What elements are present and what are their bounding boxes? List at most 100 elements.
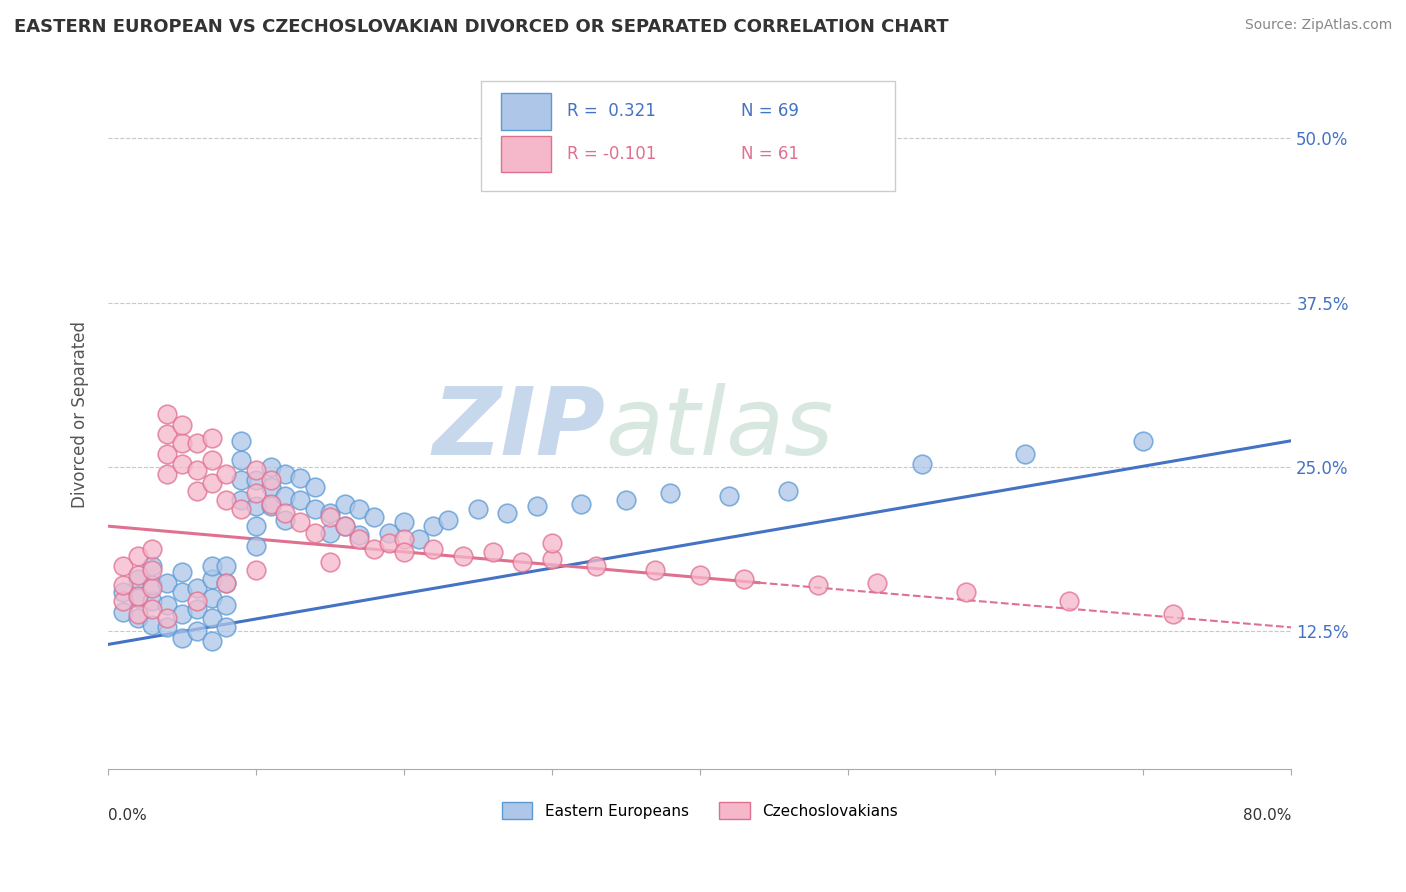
Point xyxy=(200,431,222,445)
Point xyxy=(229,453,252,467)
Point xyxy=(363,510,385,524)
Point xyxy=(392,545,415,559)
Point xyxy=(644,562,666,576)
Point xyxy=(156,467,179,481)
Point xyxy=(496,506,519,520)
Point xyxy=(319,510,342,524)
Point xyxy=(170,631,193,645)
Point xyxy=(229,434,252,448)
Point xyxy=(807,578,830,592)
Point xyxy=(141,578,163,592)
Point xyxy=(141,617,163,632)
Point xyxy=(304,502,326,516)
Point xyxy=(170,417,193,432)
Point xyxy=(200,558,222,573)
Point xyxy=(718,489,741,503)
Point xyxy=(127,611,149,625)
Point xyxy=(689,567,711,582)
Text: N = 69: N = 69 xyxy=(741,103,799,120)
Point xyxy=(186,463,208,477)
Point xyxy=(733,572,755,586)
Point xyxy=(1161,607,1184,622)
Text: ZIP: ZIP xyxy=(432,383,605,475)
Point xyxy=(215,598,238,612)
Text: atlas: atlas xyxy=(605,384,834,475)
Point xyxy=(260,473,283,487)
Point xyxy=(392,515,415,529)
Point xyxy=(141,594,163,608)
Point xyxy=(170,585,193,599)
Point xyxy=(1132,434,1154,448)
Point xyxy=(245,463,267,477)
Point xyxy=(200,475,222,490)
Point xyxy=(245,519,267,533)
Text: 80.0%: 80.0% xyxy=(1243,808,1291,823)
Point xyxy=(304,480,326,494)
Point xyxy=(156,575,179,590)
Point xyxy=(186,624,208,639)
Point xyxy=(215,467,238,481)
Point xyxy=(245,473,267,487)
Point xyxy=(156,598,179,612)
Point xyxy=(156,447,179,461)
Point xyxy=(778,483,800,498)
Text: Source: ZipAtlas.com: Source: ZipAtlas.com xyxy=(1244,18,1392,32)
Point xyxy=(349,533,371,547)
Text: R = -0.101: R = -0.101 xyxy=(567,145,657,163)
Point xyxy=(260,480,283,494)
Point xyxy=(215,620,238,634)
Point xyxy=(510,555,533,569)
Point xyxy=(200,633,222,648)
Point xyxy=(141,558,163,573)
Point xyxy=(363,541,385,556)
Point xyxy=(245,486,267,500)
Point xyxy=(422,519,444,533)
Point xyxy=(274,506,297,520)
FancyBboxPatch shape xyxy=(501,93,551,130)
Point xyxy=(200,611,222,625)
Point xyxy=(111,605,134,619)
Text: R =  0.321: R = 0.321 xyxy=(567,103,657,120)
Point xyxy=(200,453,222,467)
Point xyxy=(540,552,562,566)
Point xyxy=(200,591,222,606)
Point xyxy=(170,565,193,579)
Point xyxy=(1059,594,1081,608)
Point xyxy=(274,489,297,503)
Point xyxy=(186,594,208,608)
Point xyxy=(141,602,163,616)
Point xyxy=(111,578,134,592)
Y-axis label: Divorced or Separated: Divorced or Separated xyxy=(72,321,89,508)
Point xyxy=(260,497,283,511)
FancyBboxPatch shape xyxy=(501,136,551,172)
Point xyxy=(260,460,283,475)
Point xyxy=(156,427,179,442)
Point xyxy=(127,567,149,582)
Point xyxy=(540,536,562,550)
Point xyxy=(319,525,342,540)
Point xyxy=(955,585,977,599)
Point xyxy=(127,607,149,622)
Point xyxy=(186,436,208,450)
Point xyxy=(333,519,356,533)
Point xyxy=(229,473,252,487)
Point xyxy=(481,545,503,559)
Point xyxy=(127,549,149,564)
Point xyxy=(260,500,283,514)
Point xyxy=(111,585,134,599)
Point xyxy=(245,539,267,553)
Point xyxy=(451,549,474,564)
Point xyxy=(156,408,179,422)
Text: N = 61: N = 61 xyxy=(741,145,799,163)
Point xyxy=(378,525,401,540)
Point xyxy=(186,581,208,595)
Point xyxy=(437,513,460,527)
Point xyxy=(245,562,267,576)
Point xyxy=(170,458,193,472)
Point xyxy=(170,607,193,622)
Point xyxy=(1014,447,1036,461)
Point xyxy=(186,483,208,498)
Point xyxy=(127,591,149,606)
Point xyxy=(215,558,238,573)
Point xyxy=(274,467,297,481)
